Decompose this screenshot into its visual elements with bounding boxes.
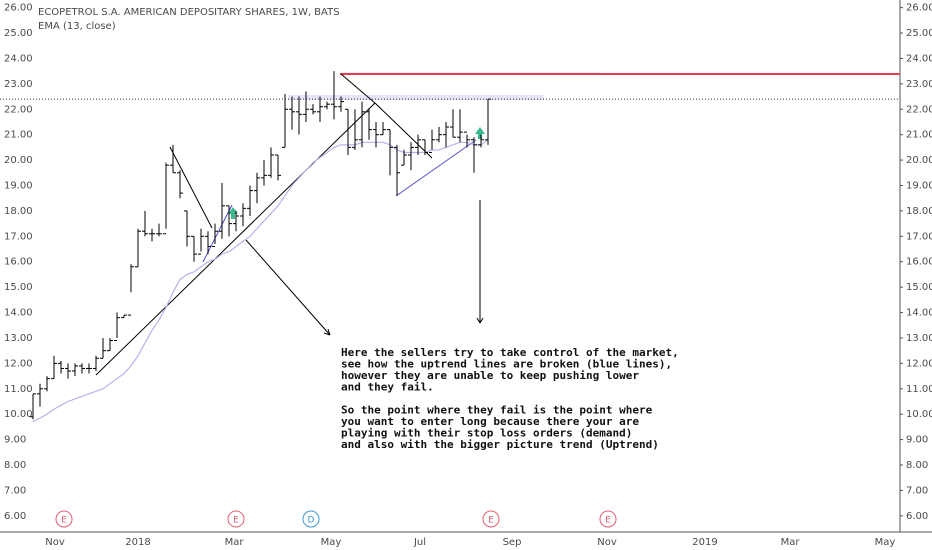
y-tick-label: 19.00 xyxy=(4,180,33,191)
chart-title: ECOPETROL S.A. AMERICAN DEPOSITARY SHARE… xyxy=(38,7,340,18)
y-tick-label: 22.00 xyxy=(906,104,932,115)
y-tick-label: 13.00 xyxy=(906,333,932,344)
y-tick-label: 24.00 xyxy=(4,53,33,64)
x-tick-label: Mar xyxy=(225,537,245,548)
y-tick-label: 16.00 xyxy=(4,257,33,268)
event-label: E xyxy=(233,516,239,526)
y-tick-label: 21.00 xyxy=(906,130,932,141)
indicator-label: EMA (13, close) xyxy=(38,21,116,32)
y-tick-label: 15.00 xyxy=(4,282,33,293)
y-tick-label: 16.00 xyxy=(906,257,932,268)
y-tick-label: 15.00 xyxy=(906,282,932,293)
event-marker xyxy=(302,510,320,528)
drawings xyxy=(95,73,484,376)
arrow-up xyxy=(228,207,238,219)
y-tick-label: 11.00 xyxy=(4,384,33,395)
annotation-line: and also with the bigger picture trend (… xyxy=(341,438,659,451)
event-marker xyxy=(599,510,617,528)
x-tick-label: 2019 xyxy=(692,537,717,548)
y-tick-label: 6.00 xyxy=(906,511,928,522)
annotation-line: however they are unable to keep pushing … xyxy=(341,369,639,382)
y-tick-label: 12.00 xyxy=(906,358,932,369)
y-tick-label: 25.00 xyxy=(4,28,33,39)
y-tick-label: 11.00 xyxy=(906,384,932,395)
y-tick-label: 20.00 xyxy=(906,155,932,166)
annotation-line: Here the sellers try to take control of … xyxy=(341,346,679,359)
event-marker xyxy=(227,510,245,528)
y-tick-label: 13.00 xyxy=(4,333,33,344)
annotation-line: you want to enter long because there you… xyxy=(341,415,639,428)
y-tick-label: 23.00 xyxy=(4,79,33,90)
x-tick-label: Sep xyxy=(503,537,522,548)
y-tick-label: 18.00 xyxy=(4,206,33,217)
y-tick-label: 19.00 xyxy=(906,180,932,191)
y-tick-label: 18.00 xyxy=(906,206,932,217)
y-tick-label: 8.00 xyxy=(4,460,26,471)
y-tick-label: 24.00 xyxy=(906,53,932,64)
y-tick-label: 9.00 xyxy=(4,435,26,446)
ema-line xyxy=(32,139,489,423)
y-tick-label: 7.00 xyxy=(4,485,26,496)
zone xyxy=(288,95,544,100)
y-tick-label: 14.00 xyxy=(4,308,33,319)
annotation-line: see how the uptrend lines are broken (bl… xyxy=(341,358,672,371)
x-tick-label: Nov xyxy=(45,537,65,548)
y-tick-label: 22.00 xyxy=(4,104,33,115)
x-tick-label: May xyxy=(321,537,342,548)
event-label: E xyxy=(605,516,611,526)
x-tick-label: May xyxy=(875,537,896,548)
event-label: E xyxy=(61,516,67,526)
x-tick-label: 2018 xyxy=(125,537,150,548)
y-tick-label: 26.00 xyxy=(906,3,932,14)
arrow-up xyxy=(475,127,485,139)
event-marker xyxy=(482,510,500,528)
x-tick-label: Jul xyxy=(413,537,426,548)
y-tick-label: 17.00 xyxy=(906,231,932,242)
annotation-line: So the point where they fail is the poin… xyxy=(341,404,653,417)
y-tick-label: 26.00 xyxy=(4,3,33,14)
y-tick-label: 20.00 xyxy=(4,155,33,166)
y-tick-label: 7.00 xyxy=(906,485,928,496)
event-label: D xyxy=(308,516,315,526)
annotation-line: and they fail. xyxy=(341,381,434,394)
event-marker xyxy=(55,510,73,528)
y-tick-label: 8.00 xyxy=(906,460,928,471)
y-tick-label: 21.00 xyxy=(4,130,33,141)
annotation-line: playing with their stop loss orders (dem… xyxy=(341,427,632,440)
y-tick-label: 10.00 xyxy=(4,409,33,420)
y-tick-label: 25.00 xyxy=(906,28,932,39)
x-tick-label: Nov xyxy=(597,537,617,548)
y-tick-label: 17.00 xyxy=(4,231,33,242)
y-tick-label: 12.00 xyxy=(4,358,33,369)
y-tick-label: 9.00 xyxy=(906,435,928,446)
x-tick-label: Mar xyxy=(781,537,801,548)
y-tick-label: 23.00 xyxy=(906,79,932,90)
event-label: E xyxy=(488,516,494,526)
y-tick-label: 14.00 xyxy=(906,308,932,319)
y-tick-label: 10.00 xyxy=(906,409,932,420)
y-tick-label: 6.00 xyxy=(4,511,26,522)
